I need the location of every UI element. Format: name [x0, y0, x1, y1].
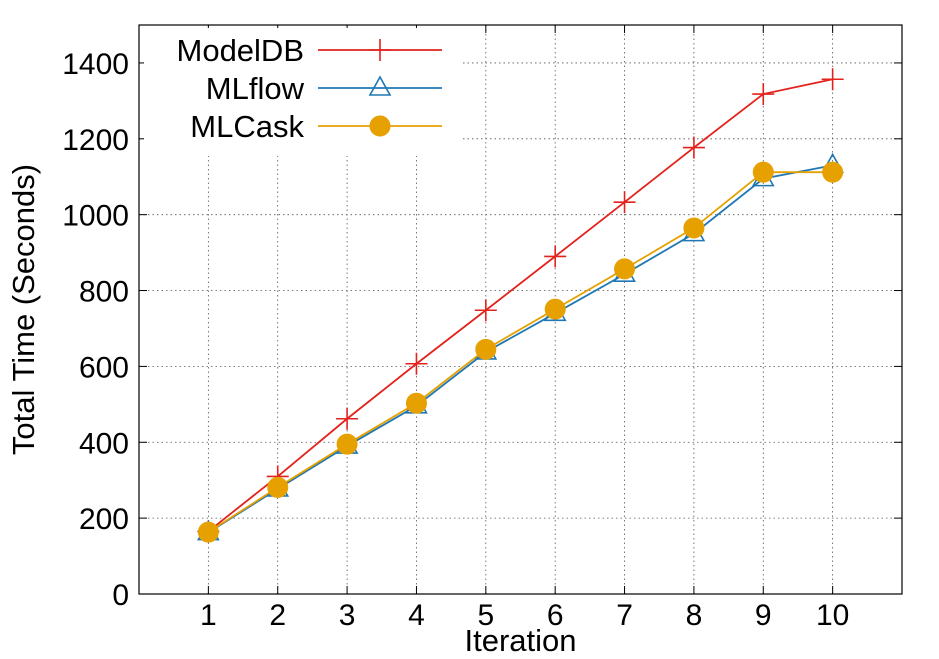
y-tick-label: 1000: [62, 200, 129, 233]
y-tick-label: 1400: [62, 48, 129, 81]
data-point-modeldb: [336, 407, 359, 430]
legend-label-mlflow: MLflow: [206, 71, 305, 106]
legend-label-mlcask: MLCask: [190, 109, 304, 144]
ticks: 1 2 3 4 5 6 7 8 9 10 0 200 400 600 800 1000 1200 1400: [62, 25, 902, 632]
data-point-mlcask: [683, 217, 705, 239]
data-point-modeldb: [474, 299, 497, 322]
y-tick-label: 200: [79, 503, 129, 536]
data-point-modeldb: [544, 245, 567, 268]
y-tick-label: 800: [79, 276, 129, 309]
y-tick-label: 0: [112, 579, 129, 612]
data-point-modeldb: [752, 83, 775, 106]
x-tick-label: 8: [686, 599, 703, 632]
y-axis-label: Total Time (Seconds): [6, 164, 41, 455]
x-tick-label: 3: [339, 599, 356, 632]
legend-marker-mlflow: [368, 75, 392, 96]
legend-marker-modeldb: [369, 39, 391, 61]
data-point-mlcask: [336, 433, 358, 455]
y-tick-label: 600: [79, 351, 129, 384]
data-point-mlcask: [752, 161, 774, 183]
x-tick-label: 5: [477, 599, 494, 632]
x-axis-label: Iteration: [464, 623, 576, 658]
y-tick-label: 1200: [62, 124, 129, 157]
data-point-modeldb: [405, 352, 428, 375]
series-mlcask: [197, 161, 844, 543]
x-tick-label: 6: [547, 599, 564, 632]
data-point-mlcask: [475, 338, 497, 360]
x-tick-label: 2: [269, 599, 286, 632]
x-tick-label: 4: [408, 599, 425, 632]
x-tick-label: 7: [616, 599, 633, 632]
series-line-mlcask: [207, 171, 833, 533]
series-layer: [197, 68, 844, 543]
legend-label-modeldb: ModelDB: [177, 33, 305, 68]
data-point-mlcask: [614, 258, 636, 280]
data-point-modeldb: [821, 68, 844, 91]
x-tick-label: 9: [755, 599, 772, 632]
data-point-modeldb: [682, 136, 705, 159]
axis-labels: Iteration Total Time (Seconds): [6, 164, 577, 658]
data-point-modeldb: [613, 191, 636, 214]
x-tick-label: 1: [200, 599, 217, 632]
series-line-mlflow: [207, 164, 833, 534]
data-point-mlcask: [544, 298, 566, 320]
data-point-mlcask: [822, 161, 844, 183]
plot-frame: [138, 24, 903, 595]
series-line-modeldb: [207, 78, 833, 533]
data-point-mlcask: [197, 521, 219, 543]
y-tick-label: 400: [79, 427, 129, 460]
x-tick-label: 10: [816, 599, 849, 632]
data-point-mlcask: [267, 476, 289, 498]
legend-marker-mlcask: [369, 115, 391, 137]
data-point-mlcask: [405, 392, 427, 414]
